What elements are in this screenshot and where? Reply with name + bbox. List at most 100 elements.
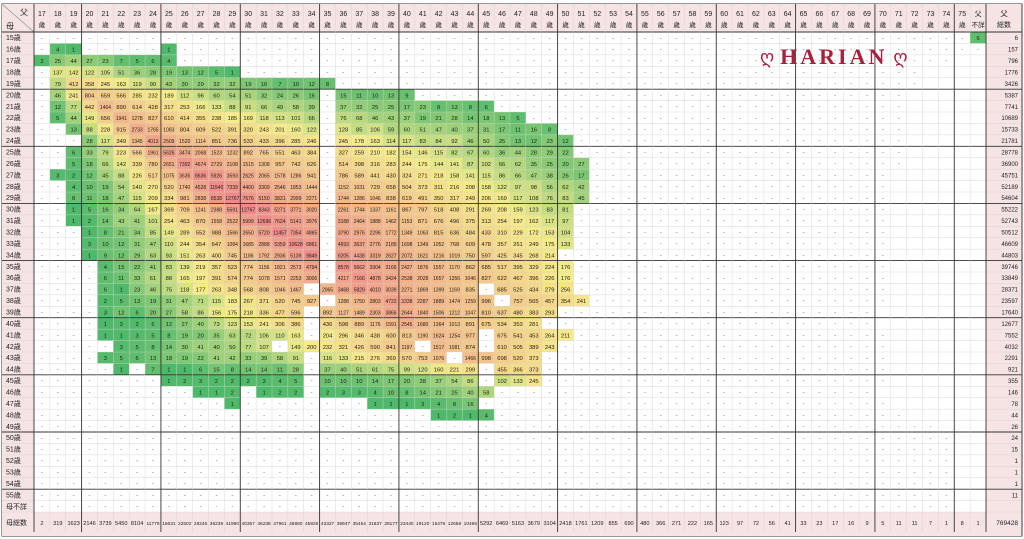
row-header-age: 29歳 xyxy=(6,193,21,202)
cell-empty-dash: - xyxy=(898,493,900,499)
cell-empty-dash: - xyxy=(628,104,630,110)
cell-value: 1286 xyxy=(290,173,301,179)
heatmap-cell xyxy=(240,329,257,341)
cell-value: 753 xyxy=(418,356,428,362)
heatmap-cell xyxy=(81,100,98,112)
cell-empty-dash: - xyxy=(120,470,122,476)
cell-empty-dash: - xyxy=(787,321,789,327)
cell-value: 22 xyxy=(197,356,203,362)
heatmap-cell xyxy=(446,363,463,375)
cell-value: 2303 xyxy=(370,311,381,317)
cell-empty-dash: - xyxy=(771,253,773,259)
cell-empty-dash: - xyxy=(739,184,741,190)
cell-empty-dash: - xyxy=(739,219,741,225)
heatmap-cell xyxy=(160,374,177,387)
heatmap-cell xyxy=(176,203,193,215)
col-header-unit: 歳 xyxy=(673,20,680,29)
cell-value: 433 xyxy=(259,139,269,145)
heatmap-cell xyxy=(398,203,415,215)
cell-empty-dash: - xyxy=(89,401,91,407)
heatmap-cell xyxy=(494,146,510,158)
cell-empty-dash: - xyxy=(279,459,281,465)
cell-empty-dash: - xyxy=(644,241,646,247)
col-header-unit: 歳 xyxy=(118,20,125,29)
heatmap-cell xyxy=(478,249,495,261)
cell-empty-dash: - xyxy=(818,287,820,293)
cell-value: 2108 xyxy=(227,162,238,168)
cell-empty-dash: - xyxy=(200,493,202,499)
cell-empty-dash: - xyxy=(644,379,646,385)
cell-empty-dash: - xyxy=(565,401,567,407)
heatmap-cell xyxy=(446,317,463,330)
cell-empty-dash: - xyxy=(200,459,202,465)
cell-empty-dash: - xyxy=(707,173,709,179)
heatmap-cell xyxy=(430,169,447,181)
cell-value: 2253 xyxy=(290,276,301,282)
cell-value: 10 xyxy=(86,185,92,191)
cell-value: 4674 xyxy=(195,162,206,168)
cell-value: 40 xyxy=(213,345,219,351)
cell-empty-dash: - xyxy=(57,161,59,167)
heatmap-cell xyxy=(287,214,304,227)
heatmap-cell xyxy=(446,272,463,284)
cell-value: 484 xyxy=(465,231,475,237)
cell-empty-dash: - xyxy=(818,436,820,442)
cell-empty-dash: - xyxy=(787,310,789,316)
heatmap-cell xyxy=(430,386,447,398)
cell-empty-dash: - xyxy=(247,493,249,499)
cell-value: 8636 xyxy=(195,173,206,179)
cell-empty-dash: - xyxy=(596,253,598,259)
cell-empty-dash: - xyxy=(565,81,567,87)
footer-total-value: 2418 xyxy=(559,521,571,527)
cell-value: 83 xyxy=(546,208,552,214)
cell-value: 299 xyxy=(465,368,475,374)
cell-empty-dash: - xyxy=(834,367,836,373)
cell-empty-dash: - xyxy=(565,70,567,76)
cell-empty-dash: - xyxy=(628,436,630,442)
cell-empty-dash: - xyxy=(596,413,598,419)
cell-empty-dash: - xyxy=(89,493,91,499)
heatmap-cell xyxy=(303,180,320,192)
heatmap-cell xyxy=(494,283,510,295)
cell-value: 6205 xyxy=(338,253,349,259)
heatmap-cell xyxy=(176,374,193,387)
heatmap-cell xyxy=(240,203,257,215)
cell-value: 1740 xyxy=(179,185,190,191)
cell-empty-dash: - xyxy=(707,276,709,282)
cell-empty-dash: - xyxy=(818,264,820,270)
cell-empty-dash: - xyxy=(580,230,582,236)
heatmap-cell xyxy=(414,134,431,147)
cell-empty-dash: - xyxy=(739,321,741,327)
cell-empty-dash: - xyxy=(628,310,630,316)
cell-empty-dash: - xyxy=(549,367,551,373)
heatmap-cell xyxy=(113,237,130,250)
cell-value: 1888 xyxy=(370,219,381,225)
cell-value: 185 xyxy=(227,116,237,122)
cell-empty-dash: - xyxy=(723,150,725,156)
heatmap-cell xyxy=(192,66,209,78)
cell-empty-dash: - xyxy=(850,321,852,327)
cell-empty-dash: - xyxy=(850,241,852,247)
cell-empty-dash: - xyxy=(184,413,186,419)
cell-empty-dash: - xyxy=(327,481,329,487)
heatmap-cell xyxy=(541,294,558,307)
heatmap-cell xyxy=(240,112,257,124)
heatmap-cell xyxy=(414,237,431,250)
heatmap-cell xyxy=(319,340,336,352)
cell-empty-dash: - xyxy=(676,401,678,407)
cell-value: 1 xyxy=(120,288,123,294)
cell-value: 271 xyxy=(418,173,428,179)
cell-empty-dash: - xyxy=(707,161,709,167)
cell-value: 36 xyxy=(134,71,140,77)
cell-empty-dash: - xyxy=(691,447,693,453)
cell-empty-dash: - xyxy=(660,436,662,442)
cell-value: 369 xyxy=(164,208,174,214)
heatmap-cell xyxy=(145,100,161,112)
cell-value: 1081 xyxy=(449,345,460,351)
cell-empty-dash: - xyxy=(438,447,440,453)
heatmap-cell xyxy=(303,272,320,284)
cell-value: 551 xyxy=(275,151,285,157)
cell-empty-dash: - xyxy=(850,104,852,110)
cell-empty-dash: - xyxy=(787,47,789,53)
cell-empty-dash: - xyxy=(612,401,614,407)
